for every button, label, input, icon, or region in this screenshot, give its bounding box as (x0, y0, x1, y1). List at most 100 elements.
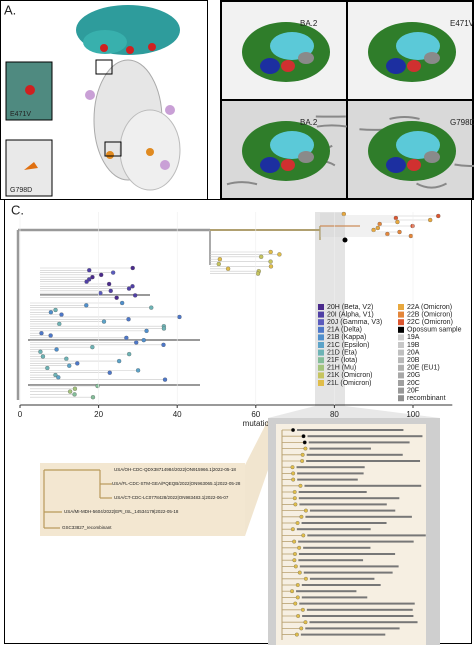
tip (141, 338, 146, 343)
tip (295, 583, 300, 587)
tip (225, 266, 231, 271)
label-placeholder (309, 621, 418, 624)
legend-swatch (318, 319, 324, 326)
tip (161, 342, 166, 347)
surface (386, 157, 406, 173)
x-tick-label: 0 (18, 410, 23, 419)
tip (107, 370, 112, 375)
tip (67, 389, 73, 394)
tip (291, 428, 296, 432)
ribbon (416, 182, 447, 189)
tip (293, 564, 298, 569)
tip (45, 365, 50, 371)
label-placeholder (299, 503, 387, 506)
tip (130, 265, 135, 271)
tip (161, 326, 167, 331)
tip (436, 213, 441, 219)
glycan (85, 90, 95, 100)
tip (292, 552, 297, 556)
tip (385, 231, 390, 237)
zoom-connector (268, 406, 440, 418)
legend-label: Opossum sample (407, 327, 462, 334)
x-tick-label: 100 (406, 410, 420, 419)
tip (53, 307, 58, 313)
tip (56, 375, 61, 380)
legend-swatch (318, 326, 324, 333)
surface (298, 151, 314, 163)
label-placeholder (306, 608, 413, 611)
tip (75, 361, 80, 366)
label-placeholder (304, 484, 422, 487)
callout: G798D (10, 187, 32, 194)
x-tick-label: 40 (173, 410, 182, 419)
tip (342, 237, 348, 243)
x-tick-label: 20 (94, 410, 103, 419)
tip (302, 440, 307, 445)
tip (377, 221, 382, 227)
tip (98, 290, 103, 296)
legend-label: 20I (Alpha, V1) (327, 311, 374, 318)
legend: 20H (Beta, V2)20I (Alpha, V1)20J (Gamma,… (318, 304, 462, 402)
tip (397, 229, 402, 235)
legend-swatch (318, 380, 324, 386)
legend-label: 20B (407, 357, 420, 364)
label-placeholder (309, 447, 371, 450)
tip (371, 227, 376, 233)
tip (298, 483, 303, 488)
tip-label: USA/CT-CDC-LC0778428/2022|ON983483.1|202… (114, 495, 229, 500)
legend-swatch (318, 364, 324, 371)
tip (108, 288, 113, 294)
legend-label: 20C (407, 380, 420, 387)
panel-label: A. (4, 2, 16, 17)
rbd-region (83, 30, 127, 54)
tip (292, 490, 297, 494)
tip (301, 434, 306, 439)
tip-label: USA/MI-MDH-5604/2022|EPI_ISL_14534179|20… (64, 509, 179, 514)
legend-swatch (318, 357, 324, 364)
legend-swatch (398, 372, 404, 379)
tip (135, 368, 141, 373)
label-placeholder (309, 577, 375, 580)
tip (428, 217, 433, 223)
legend-label: 20H (Beta, V2) (327, 304, 373, 311)
legend-label: 21D (Eta) (327, 349, 357, 356)
legend-swatch (318, 372, 324, 379)
tip (303, 620, 308, 625)
mutation-site (106, 151, 114, 159)
tip (87, 268, 92, 273)
ribbon (316, 124, 348, 128)
legend-label: 20J (Gamma, V3) (327, 319, 382, 326)
label-placeholder (307, 534, 426, 537)
ribbon (389, 115, 420, 120)
tip (292, 496, 297, 501)
tip (303, 446, 308, 451)
zoom-tree: USA/OH-CDC-QDX38714984/2022|ON915966.1|2… (43, 428, 426, 640)
tip (134, 340, 139, 345)
legend-swatch (398, 334, 404, 341)
x-axis: 0 20 40 60 80 100 mutations (18, 212, 453, 428)
legend-label: recombinant (407, 395, 446, 402)
label-placeholder (298, 540, 414, 543)
mutation-site (100, 44, 108, 52)
label-placeholder (301, 596, 368, 599)
tip (53, 372, 58, 378)
surface-views (222, 2, 474, 198)
tip (120, 300, 125, 306)
tip (177, 314, 182, 320)
tip (90, 395, 96, 400)
zoom-connector (245, 420, 268, 536)
legend-swatch (318, 334, 324, 341)
tip (130, 284, 135, 289)
mutation-site (126, 46, 134, 54)
tip (303, 508, 308, 513)
legend-label: 22B (Omicron) (407, 311, 453, 318)
legend-swatch (398, 304, 404, 310)
legend-label: 19A (407, 334, 420, 341)
tip (290, 527, 295, 532)
tip (217, 257, 223, 262)
surface (281, 60, 295, 72)
glycan (165, 105, 175, 115)
legend-swatch (398, 319, 404, 326)
tip (216, 261, 221, 267)
surface (260, 58, 280, 74)
